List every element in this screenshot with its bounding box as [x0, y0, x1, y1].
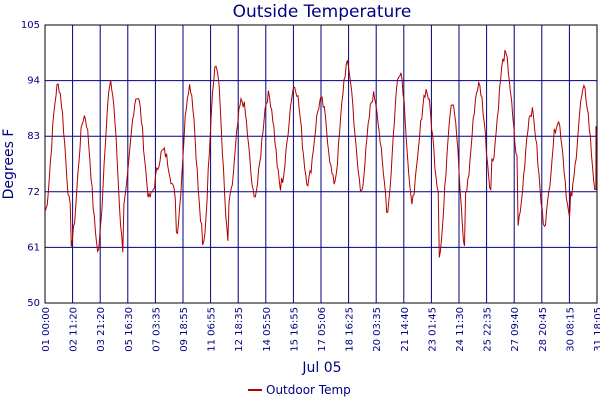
- y-tick-label: 61: [27, 242, 40, 253]
- chart-title: Outside Temperature: [233, 2, 412, 22]
- y-tick-label: 72: [27, 187, 40, 198]
- y-tick-label: 105: [21, 20, 40, 31]
- x-axis-label: Jul 05: [301, 360, 341, 376]
- series-outdoor-temp: [44, 49, 597, 258]
- y-tick-label: 83: [27, 131, 40, 142]
- x-tick-label: 24 11:30: [455, 307, 466, 352]
- x-tick-label: 18 16:25: [345, 307, 356, 352]
- x-tick-label: 09 18:55: [179, 307, 190, 352]
- x-tick-label: 25 22:35: [483, 307, 494, 352]
- x-tick-label: 05 16:30: [124, 307, 135, 352]
- x-tick-label: 07 03:35: [151, 307, 162, 352]
- x-tick-label: 11 06:55: [207, 307, 218, 352]
- y-axis-label: Degrees F: [1, 129, 17, 200]
- x-tick-label: 20 03:35: [372, 307, 383, 352]
- x-tick-label: 23 01:45: [427, 307, 438, 352]
- x-tick-label: 27 09:40: [510, 307, 521, 352]
- x-tick-label: 28 20:45: [538, 307, 549, 352]
- legend: Outdoor Temp: [248, 383, 351, 397]
- x-tick-label: 14 05:50: [262, 307, 273, 352]
- x-tick-label: 03 21:20: [96, 307, 107, 352]
- x-axis-ticks: 01 00:00 02 11:20 03 21:20 05 16:30 07 03:35…: [41, 307, 600, 352]
- x-tick-label: 17 05:06: [317, 307, 328, 352]
- x-tick-label: 30 08:15: [565, 307, 576, 352]
- y-axis-ticks: 50 61 72 83 94 105: [21, 20, 40, 309]
- series-line-outdoor-temp: [44, 49, 597, 258]
- x-tick-label: 01 00:00: [41, 307, 52, 352]
- x-tick-label: 02 11:20: [69, 307, 80, 352]
- grid-lines: [45, 25, 597, 303]
- x-tick-label: 15 16:55: [289, 307, 300, 352]
- legend-label: Outdoor Temp: [266, 383, 351, 397]
- x-tick-label: 31 18:05: [593, 307, 600, 352]
- y-tick-label: 50: [27, 298, 40, 309]
- x-tick-label: 12 18:35: [234, 307, 245, 352]
- y-tick-label: 94: [27, 76, 40, 87]
- x-tick-label: 21 14:40: [400, 307, 411, 352]
